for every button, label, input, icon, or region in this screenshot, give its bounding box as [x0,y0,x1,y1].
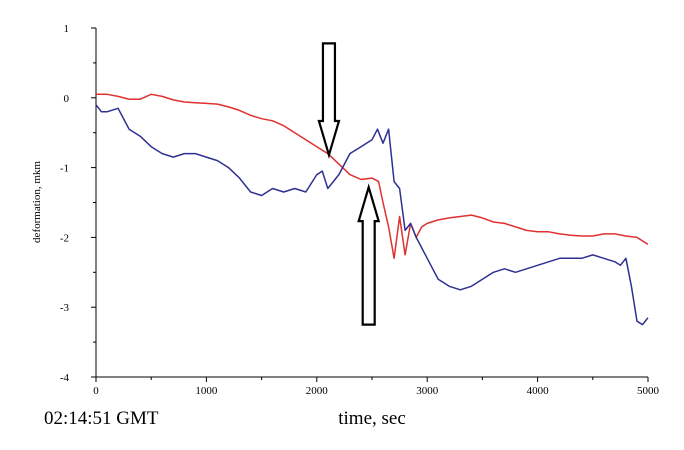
y-tick-label: -4 [60,372,70,384]
x-tick-label: 4000 [527,385,550,397]
series-line-1 [96,93,649,260]
x-tick-label: 3000 [416,385,439,397]
tick-labels: 1 0 -1 -2 -3 -4 0 1000 2000 3000 4000 5000 [60,23,660,397]
x-tick-label: 0 [93,385,99,397]
y-tick-label: 0 [64,93,70,105]
x-tick-label: 1000 [195,385,218,397]
y-axis-label: deformation, mkm [31,161,43,243]
timestamp-label: 02:14:51 GMT [44,408,159,429]
axes [91,27,649,382]
x-tick-label: 5000 [637,385,660,397]
x-tick-label: 2000 [306,385,329,397]
y-tick-label: -1 [60,163,69,175]
y-tick-label: -3 [60,302,70,314]
series-line-2 [95,104,649,326]
series-group [95,93,649,326]
arrow-up-annotation [357,183,381,326]
annotations [317,42,381,326]
arrow-down-annotation [317,42,341,159]
y-tick-label: 1 [64,23,70,35]
x-axis-label: time, sec [338,408,406,429]
y-tick-label: -2 [60,232,69,244]
